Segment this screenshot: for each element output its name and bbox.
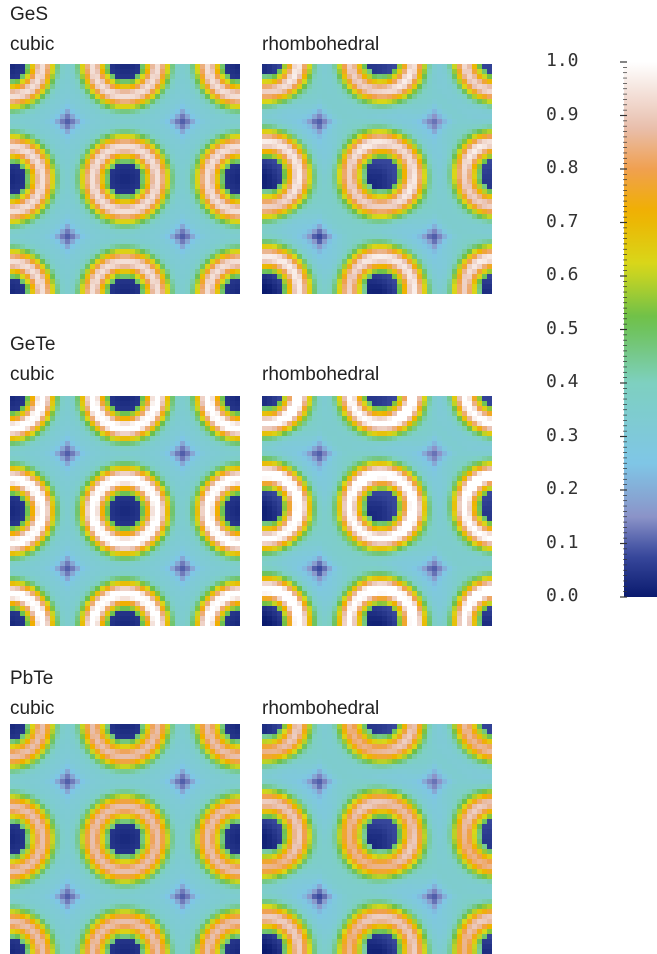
phase-label-gete-cubic: cubic: [10, 364, 55, 385]
gete-rhombohedral-density-map: [262, 396, 492, 626]
material-title-ges: GeS: [10, 4, 49, 25]
gete-cubic-density-map: [10, 396, 240, 626]
pbte-cubic-density-map: [10, 724, 240, 954]
density-map-graphic: [262, 64, 492, 294]
colorbar-tick-label: 0.3: [546, 424, 579, 446]
colorbar-tick-label: 0.4: [546, 371, 579, 392]
phase-label-gete-rhombohedral: rhombohedral: [262, 364, 380, 385]
colorbar-tick-label: 0.1: [546, 531, 579, 553]
colorbar-tick-label: 0.5: [546, 317, 579, 339]
colorbar-tick-label: 0.9: [546, 103, 579, 125]
density-map-graphic: [262, 724, 492, 954]
phase-label-ges-cubic: cubic: [10, 34, 55, 55]
colorbar-tick-label: 0.6: [546, 264, 579, 285]
density-map-graphic: [10, 396, 240, 626]
colorbar: 1.0 0.9 0.8 0.7 0.6 0.5 0.4 0.3 0.2 0.1 0.0: [540, 50, 657, 610]
colorbar-tick-label: 1.0: [546, 50, 579, 71]
density-map-graphic: [10, 64, 240, 294]
colorbar-graphic: [620, 61, 657, 598]
colorbar-tick-label: 0.8: [546, 157, 579, 178]
density-map-graphic: [262, 396, 492, 626]
ges-rhombohedral-density-map: [262, 64, 492, 294]
material-title-pbte: PbTe: [10, 668, 54, 689]
density-map-graphic: [10, 724, 240, 954]
ges-cubic-density-map: [10, 64, 240, 294]
phase-label-pbte-cubic: cubic: [10, 698, 55, 719]
pbte-rhombohedral-density-map: [262, 724, 492, 954]
colorbar-tick-label: 0.7: [546, 210, 579, 232]
phase-label-pbte-rhombohedral: rhombohedral: [262, 698, 380, 719]
phase-label-ges-rhombohedral: rhombohedral: [262, 34, 380, 55]
colorbar-tick-label: 0.2: [546, 478, 579, 499]
material-title-gete: GeTe: [10, 334, 56, 355]
colorbar-tick-label: 0.0: [546, 585, 579, 606]
